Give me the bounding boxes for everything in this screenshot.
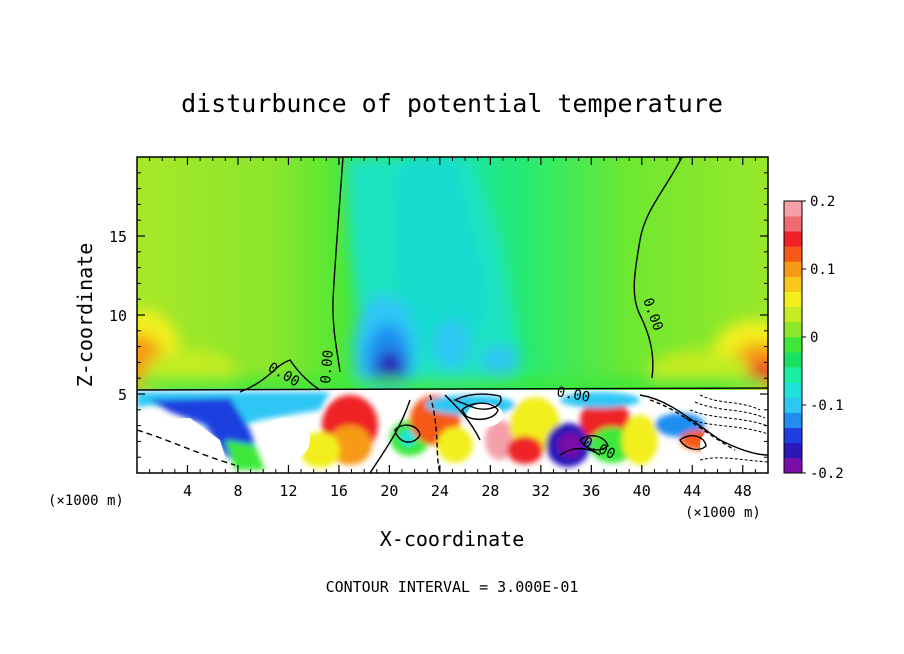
y-axis: 5 10 15	[109, 172, 768, 458]
dense-contours	[684, 394, 768, 463]
colorbar-swatch	[784, 261, 802, 277]
x-axis: 4 8 12 16 20 24 28 32 36 40 44 48	[149, 157, 756, 500]
colorbar-swatch	[784, 382, 802, 398]
colorbar-swatch	[784, 337, 802, 353]
x-tick-label: 44	[683, 482, 701, 500]
colorbar-swatch	[784, 367, 802, 383]
lower-field	[137, 390, 768, 473]
x-tick-label: 36	[582, 482, 600, 500]
x-tick-label: 48	[734, 482, 752, 500]
colorbar-swatch	[784, 442, 802, 459]
colorbar-swatch	[784, 216, 802, 232]
y-tick-label: 5	[118, 386, 127, 404]
plot-area	[137, 157, 768, 473]
x-unit-left: (×1000 m)	[48, 493, 124, 509]
colorbar	[784, 201, 802, 474]
colorbar-tick-label: 0.1	[810, 262, 835, 278]
x-tick-label: 8	[233, 482, 242, 500]
x-tick-label: 24	[431, 482, 449, 500]
y-tick-label: 10	[109, 307, 127, 325]
colorbar-swatch	[784, 306, 802, 323]
x-tick-label: 12	[279, 482, 297, 500]
x-axis-label: X-coordinate	[380, 527, 525, 551]
colorbar-swatch	[784, 276, 802, 292]
x-unit-right: (×1000 m)	[685, 505, 761, 521]
contour-label: 0.00	[555, 384, 591, 406]
upper-field	[137, 157, 768, 405]
colorbar-ticks: 0.2 0.1 0 -0.1 -0.2	[802, 194, 844, 482]
colorbar-swatch	[784, 427, 802, 444]
chart-title: disturbunce of potential temperature	[181, 89, 723, 118]
x-tick-label: 20	[380, 482, 398, 500]
y-tick-label: 15	[109, 228, 127, 246]
colorbar-swatch	[784, 246, 802, 262]
x-tick-label: 16	[330, 482, 348, 500]
y-axis-label: Z-coordinate	[73, 243, 97, 388]
contour-label: 0.00	[318, 349, 337, 384]
x-tick-label: 4	[183, 482, 192, 500]
colorbar-swatch	[784, 231, 802, 247]
colorbar-tick-label: 0.2	[810, 194, 835, 210]
colorbar-swatch	[784, 352, 802, 368]
contour-interval-note: CONTOUR INTERVAL = 3.000E-01	[326, 578, 579, 596]
x-tick-label: 40	[633, 482, 651, 500]
colorbar-swatch	[784, 457, 802, 474]
colorbar-swatch	[784, 291, 802, 308]
x-tick-label: 28	[481, 482, 499, 500]
colorbar-swatch	[784, 201, 802, 217]
colorbar-tick-label: 0	[810, 330, 818, 346]
colorbar-swatch	[784, 397, 802, 413]
colorbar-tick-label: -0.2	[810, 466, 844, 482]
contour-lines	[137, 157, 768, 473]
colorbar-tick-label: -0.1	[810, 398, 844, 414]
x-tick-label: 32	[532, 482, 550, 500]
colorbar-swatch	[784, 412, 802, 428]
colorbar-swatch	[784, 321, 802, 338]
